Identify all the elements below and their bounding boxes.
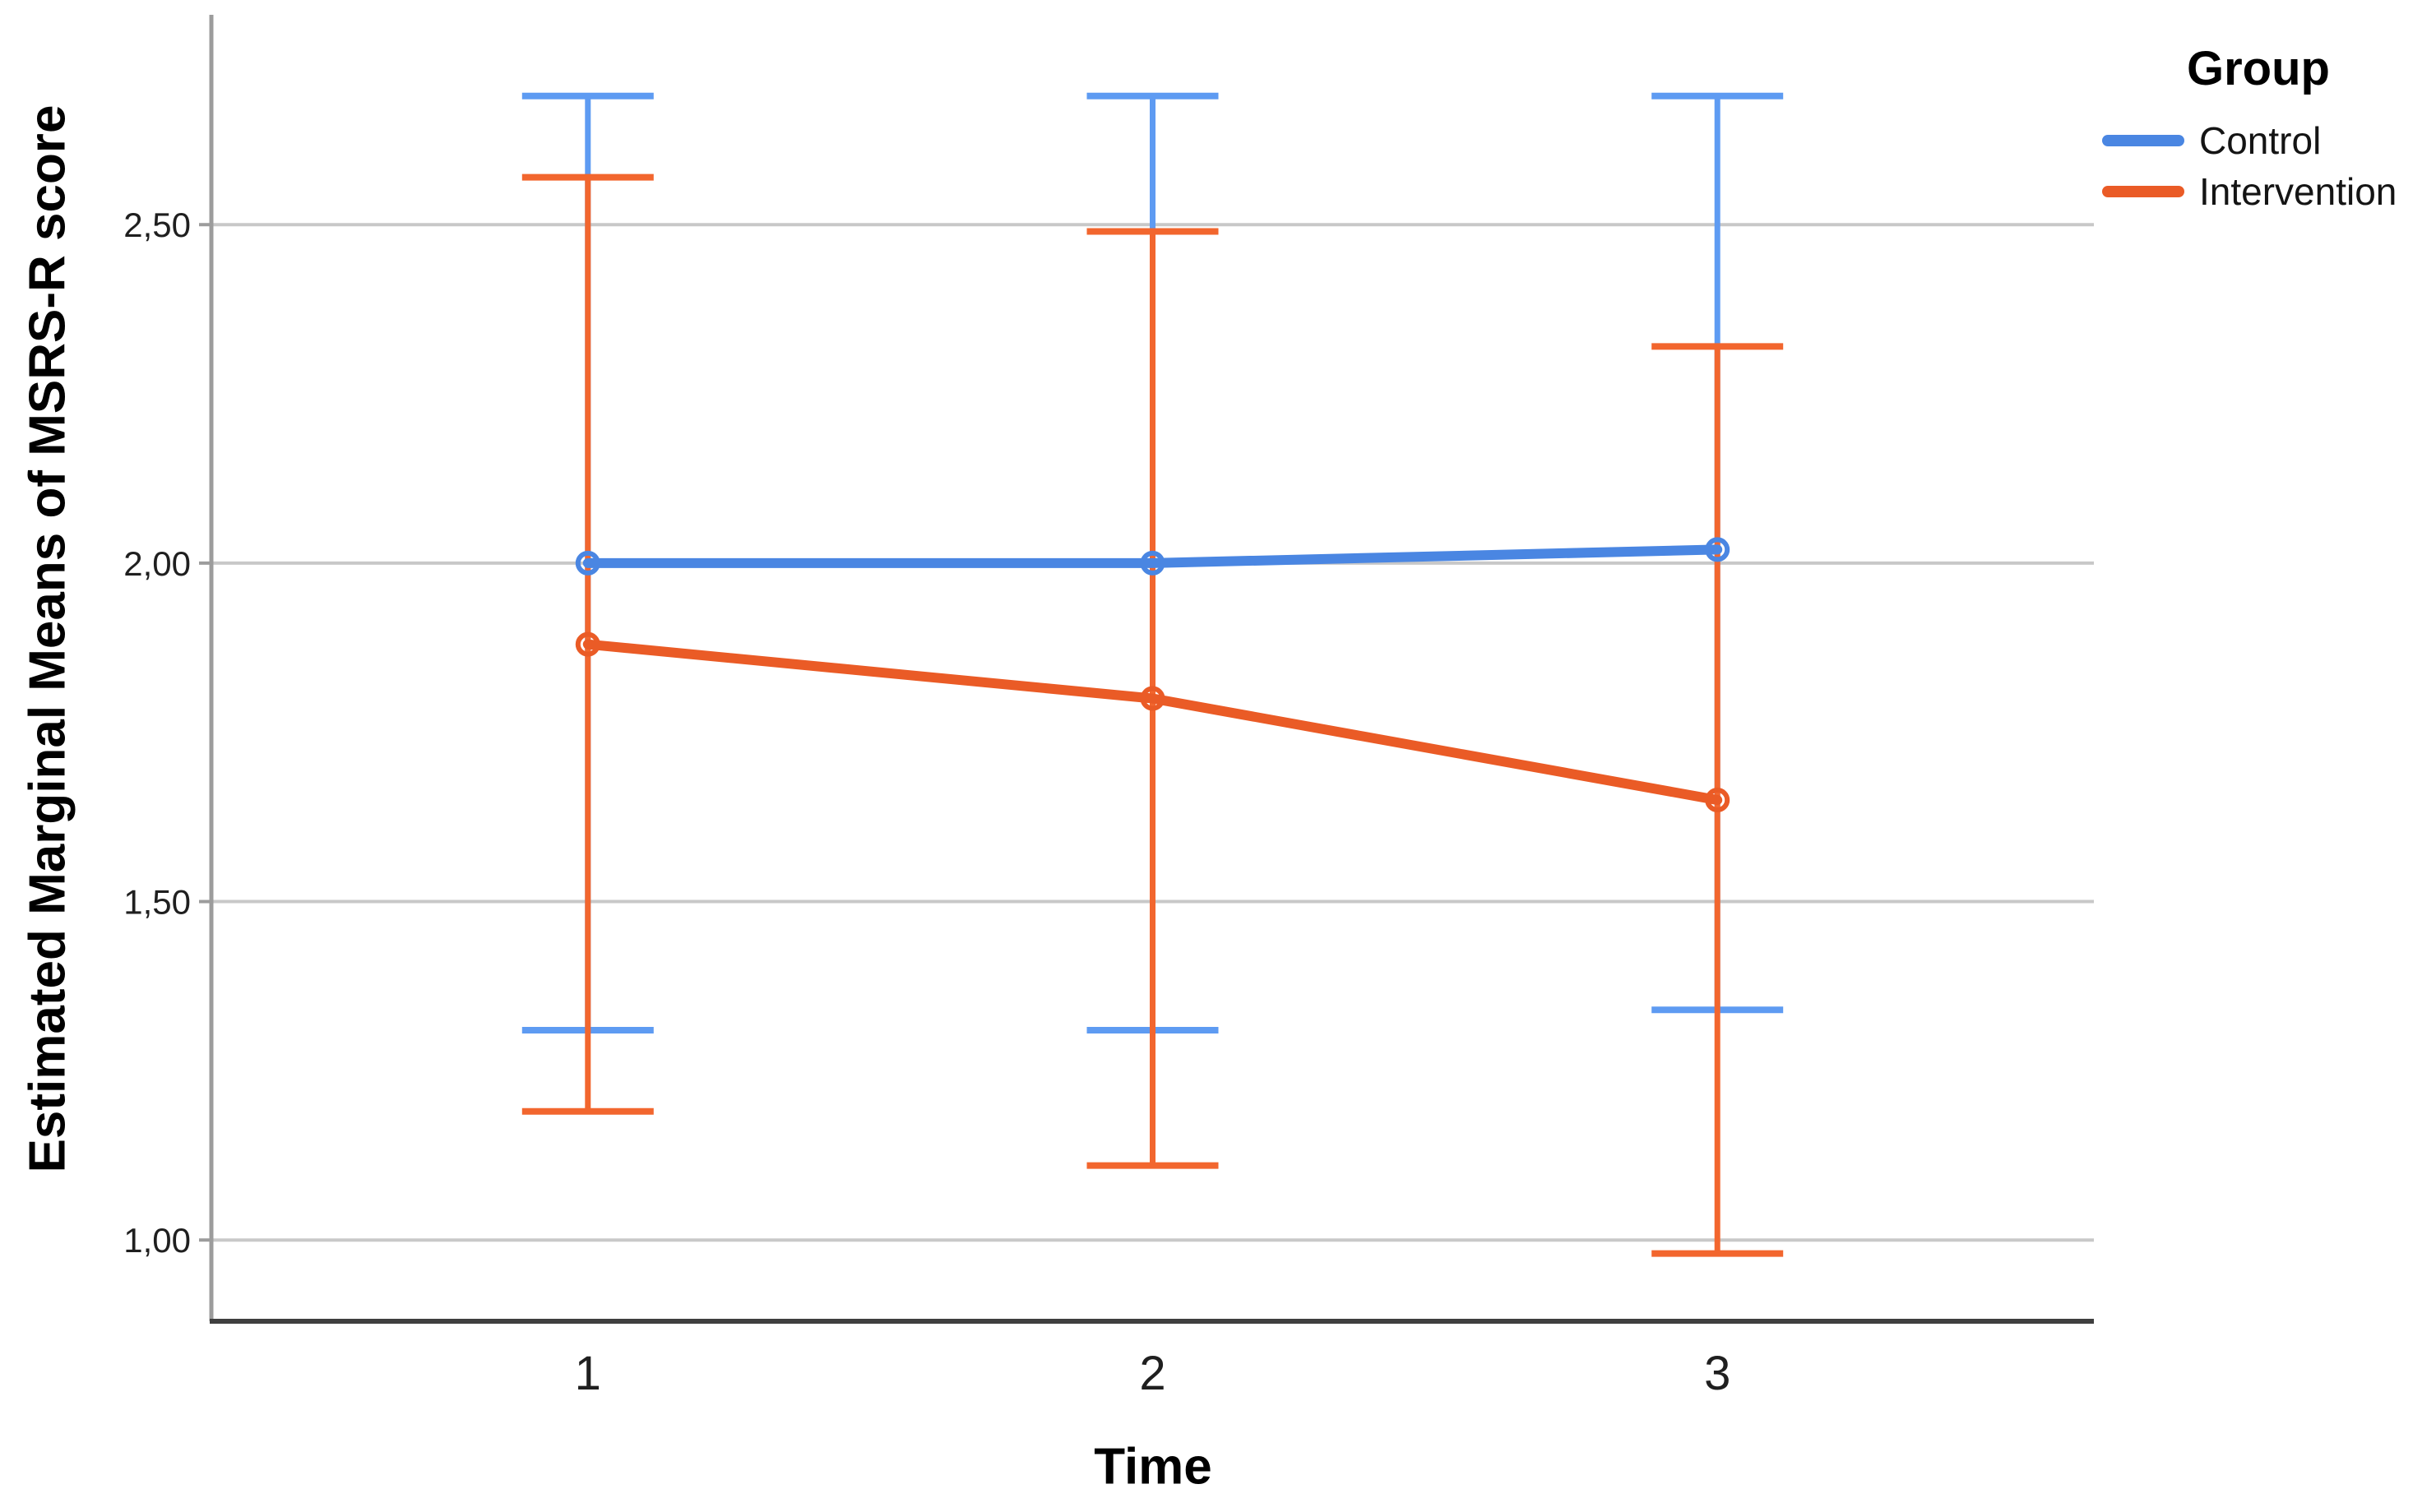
y-tick-label-2,00: 2,00 [123,544,191,583]
control-marker-2 [1140,550,1165,576]
legend: Group Control Intervention [2102,39,2415,215]
y-tick-label-1,50: 1,50 [123,883,191,922]
x-axis-title: Time [1094,1438,1212,1496]
intervention-series-line [582,639,1723,806]
intervention-marker-2 [1140,686,1165,711]
y-axis-title: Estimated Marginal Means of MSRS-R score [19,104,76,1173]
legend-label-intervention: Intervention [2199,170,2397,213]
legend-label-control: Control [2199,119,2322,162]
legend-item-control: Control [2102,117,2415,164]
control-marker-3 [1705,537,1730,562]
x-tick-label-1: 1 [575,1347,601,1400]
legend-items: Control Intervention [2102,117,2415,215]
x-tick-label-2: 2 [1139,1347,1165,1400]
legend-item-intervention: Intervention [2102,168,2415,215]
legend-title: Group [2187,42,2330,95]
intervention-line-swatch-icon [2102,186,2184,197]
intervention-marker-3 [1705,788,1730,813]
control-marker-1 [575,550,600,576]
y-tick-label-2,50: 2,50 [123,206,191,244]
control-line-swatch-icon [2102,135,2184,146]
intervention-marker-1 [575,631,600,657]
x-tick-label-3: 3 [1704,1347,1730,1400]
control-series-line [582,544,1723,568]
y-tick-label-1,00: 1,00 [123,1221,191,1260]
